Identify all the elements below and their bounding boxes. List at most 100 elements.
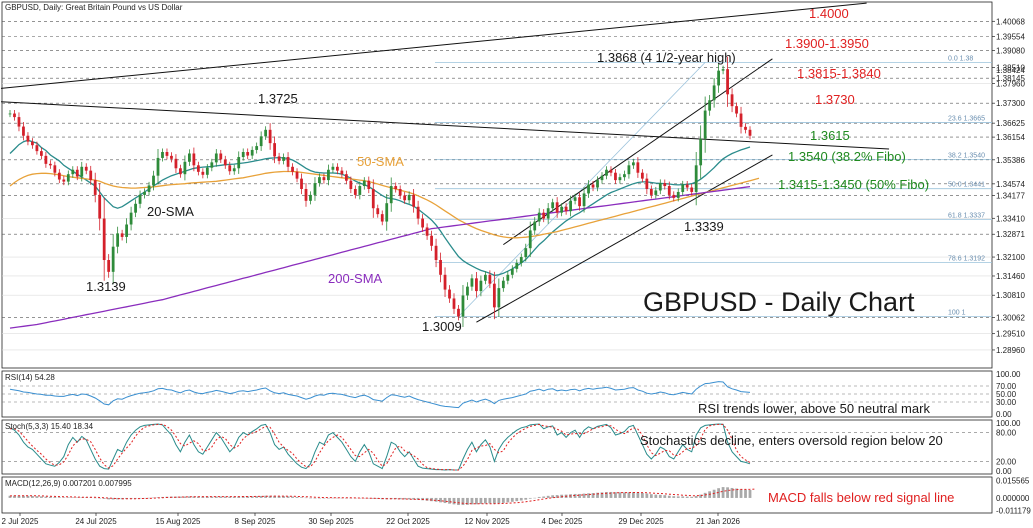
candle-body (349, 180, 353, 189)
candle-body (35, 145, 39, 152)
fib-label: 38.2 1.3540 (948, 152, 985, 159)
macd-bar (75, 497, 79, 498)
macd-bar (407, 497, 411, 500)
candle-body (340, 170, 344, 175)
macd-bar (259, 495, 263, 498)
candle-body (434, 245, 438, 261)
macd-bar (300, 497, 303, 498)
candle-body (214, 153, 218, 163)
candle-body (501, 280, 505, 289)
candle-body (246, 152, 250, 156)
candle-body (663, 183, 667, 187)
macd-bar (551, 495, 555, 498)
candle-body (259, 136, 263, 147)
macd-bar (138, 497, 142, 499)
macd-bar (640, 492, 644, 498)
date-axis: 2 Jul 2025 24 Jul 2025 15 Aug 2025 8 Sep 20… (2, 513, 741, 526)
macd-bar (336, 497, 339, 499)
candle-body (102, 218, 106, 261)
macd-bar (528, 497, 532, 499)
candle-body (479, 280, 483, 292)
candle-body (304, 188, 308, 201)
candle-body (13, 113, 16, 118)
candle-body (439, 260, 442, 275)
candle-body (273, 143, 276, 157)
candle-body (596, 180, 599, 188)
candle-body (89, 170, 93, 181)
y-tick-label: 1.38424 (996, 66, 1025, 75)
panel-tick-label: 0.00 (996, 467, 1012, 476)
candle-body (739, 113, 743, 127)
macd-bar (663, 495, 667, 498)
macd-bar (676, 496, 680, 498)
candle-body (627, 165, 631, 175)
macd-bar (578, 493, 581, 498)
macd-bar (147, 497, 151, 499)
candlesticks (8, 56, 752, 328)
candle-body (313, 183, 317, 195)
candle-body (421, 218, 424, 228)
candle-body (277, 156, 281, 161)
macd-bar (62, 497, 66, 498)
candle-body (22, 126, 25, 136)
candle-body (466, 286, 469, 296)
macd-bar (367, 497, 371, 499)
y-tick-label: 1.37300 (996, 99, 1025, 108)
macd-bar (654, 494, 658, 498)
macd-bar (201, 496, 205, 498)
candle-body (138, 194, 142, 204)
candle-body (31, 141, 34, 146)
candle-body (156, 157, 160, 176)
candle-body (44, 155, 48, 164)
candle-body (394, 186, 398, 189)
label-20-sma: 20-SMA (147, 204, 194, 219)
candle-body (609, 169, 613, 173)
macd-bar (475, 497, 478, 505)
stoch-header: Stoch(5,3,3) 15.40 18.34 (5, 422, 94, 431)
macd-bar (268, 495, 272, 498)
macd-bar (232, 496, 236, 498)
macd-bar (492, 497, 496, 504)
macd-panel-frame (1, 476, 993, 514)
panel-tick-label: 50.00 (996, 390, 1017, 399)
y-tick-label: 1.34177 (996, 192, 1025, 201)
price-axis: 1.40068 1.39554 1.39080 1.38510 1.381451.379… (992, 17, 1025, 355)
candle-body (174, 158, 178, 169)
macd-bar (102, 497, 106, 499)
macd-bar (44, 496, 48, 498)
macd-panel: 0.015565 0.000000 -0.011179 (8, 477, 1031, 515)
candle-body (564, 206, 568, 212)
macd-bar (726, 487, 729, 498)
candle-body (457, 308, 460, 317)
macd-bar (210, 496, 214, 498)
macd-bar (57, 497, 61, 498)
macd-bar (107, 497, 111, 500)
panel-tick-label: 100.00 (996, 370, 1021, 379)
candle-body (26, 135, 30, 142)
label-200-sma: 200-SMA (328, 271, 383, 286)
candle-body (694, 165, 698, 192)
candle-body (605, 169, 608, 176)
macd-bar (17, 495, 21, 498)
x-tick-label: 12 Nov 2025 (464, 517, 510, 526)
candle-body (295, 171, 299, 179)
candle-body (143, 191, 146, 195)
macd-bar (174, 496, 178, 498)
candle-body (461, 295, 465, 317)
macd-bar (53, 497, 57, 498)
x-tick-label: 30 Sep 2025 (308, 517, 354, 526)
macd-bar (31, 495, 34, 498)
macd-bar (484, 497, 487, 504)
macd-bar (223, 496, 227, 498)
candle-body (703, 110, 707, 139)
macd-bar (80, 497, 84, 498)
x-tick-label: 15 Aug 2025 (156, 517, 201, 526)
candle-body (62, 179, 66, 182)
candle-body (582, 193, 586, 207)
macd-bar (672, 496, 676, 498)
macd-bar (183, 496, 187, 498)
macd-bar (205, 496, 209, 498)
candle-body (327, 169, 330, 181)
macd-bar (717, 488, 720, 498)
candle-body (125, 224, 128, 237)
